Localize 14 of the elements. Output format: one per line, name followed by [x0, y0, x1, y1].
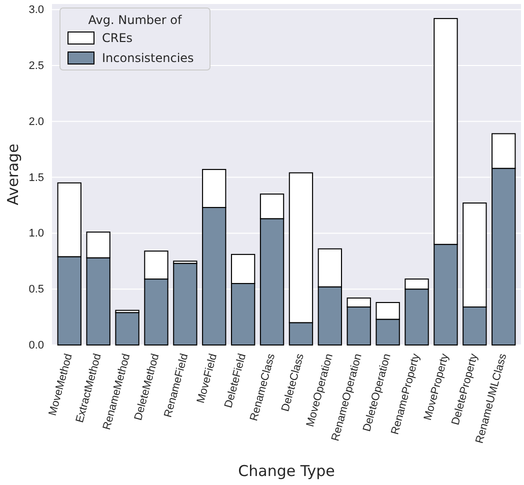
bar [115, 312, 140, 346]
y-tick-label: 1.0 [28, 228, 44, 240]
y-tick-label: 2.0 [28, 116, 44, 128]
y-tick-label: 0.5 [28, 284, 44, 296]
y-tick-label: 0.0 [28, 340, 44, 352]
y-tick-label: 3.0 [28, 4, 44, 16]
y-tick-label: 1.5 [28, 172, 44, 184]
y-axis-title: Average [4, 144, 22, 206]
legend-label: CREs [102, 31, 133, 45]
y-tick-label: 2.5 [28, 60, 44, 72]
legend-title: Avg. Number of [88, 13, 182, 27]
bar [173, 262, 198, 346]
x-axis-title: Change Type [238, 462, 335, 480]
legend-label: Inconsistencies [102, 51, 194, 65]
